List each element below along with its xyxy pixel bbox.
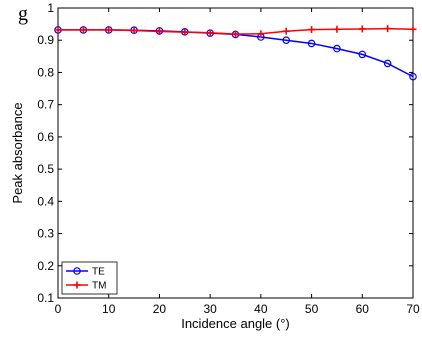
- y-tick-label: 1: [47, 1, 54, 15]
- tm-point: [73, 281, 81, 289]
- tm-point: [105, 26, 113, 34]
- series-layer: [54, 25, 417, 81]
- tm-point: [358, 25, 366, 33]
- legend-box: [61, 261, 118, 295]
- tm-point: [282, 27, 290, 35]
- x-tick-label: 30: [203, 302, 217, 316]
- y-axis-ticks: 0.1 0.2 0.3 0.4 0.5 0.6 0.7 0.8 0.9 1: [37, 1, 413, 305]
- x-tick-label: 60: [356, 302, 370, 316]
- y-tick-label: 0.5: [37, 162, 54, 176]
- y-tick-label: 0.7: [37, 98, 54, 112]
- tm-point: [54, 26, 62, 34]
- x-tick-label: 70: [406, 302, 420, 316]
- tm-point: [409, 25, 417, 33]
- te-point: [73, 267, 81, 275]
- y-tick-label: 0.8: [37, 65, 54, 79]
- tm-point: [206, 29, 214, 37]
- x-tick-label: 0: [55, 302, 62, 316]
- tm-point: [333, 25, 341, 33]
- legend-item-te: TE: [66, 267, 105, 278]
- tm-point: [155, 28, 163, 36]
- plot-frame: [57, 7, 414, 299]
- te-point: [409, 72, 417, 81]
- y-tick-label: 0.3: [37, 227, 54, 241]
- tm-point: [257, 30, 265, 38]
- tm-point: [308, 26, 316, 34]
- y-axis-label: Peak absorbance: [10, 102, 25, 203]
- x-tick-label: 20: [153, 302, 167, 316]
- y-tick-label: 0.1: [37, 291, 54, 305]
- legend: TE TM: [61, 261, 118, 295]
- tm-point: [79, 26, 87, 34]
- tm-point: [232, 30, 239, 38]
- x-tick-label: 10: [102, 302, 116, 316]
- te-point: [383, 59, 392, 68]
- tm-point: [181, 28, 189, 36]
- y-tick-label: 0.6: [37, 130, 54, 144]
- y-tick-label: 0.9: [37, 33, 54, 47]
- x-axis-ticks: 0 10 20 30 40 50 60 70: [55, 8, 420, 316]
- cut-off-text-fragment: g: [18, 3, 28, 25]
- y-tick-label: 0.4: [37, 194, 54, 208]
- legend-label-te: TE: [92, 267, 105, 278]
- legend-label-tm: TM: [92, 281, 106, 292]
- tm-point: [130, 27, 138, 35]
- te-point: [333, 44, 341, 53]
- tm-series: [54, 25, 417, 38]
- legend-item-tm: TM: [66, 281, 106, 292]
- te-point: [358, 50, 367, 59]
- x-axis-label: Incidence angle (°): [181, 316, 290, 331]
- tm-point: [384, 25, 392, 33]
- x-tick-label: 40: [254, 302, 268, 316]
- x-tick-label: 50: [305, 302, 319, 316]
- te-point: [282, 36, 291, 45]
- te-point: [307, 39, 316, 48]
- y-tick-label: 0.2: [37, 259, 54, 273]
